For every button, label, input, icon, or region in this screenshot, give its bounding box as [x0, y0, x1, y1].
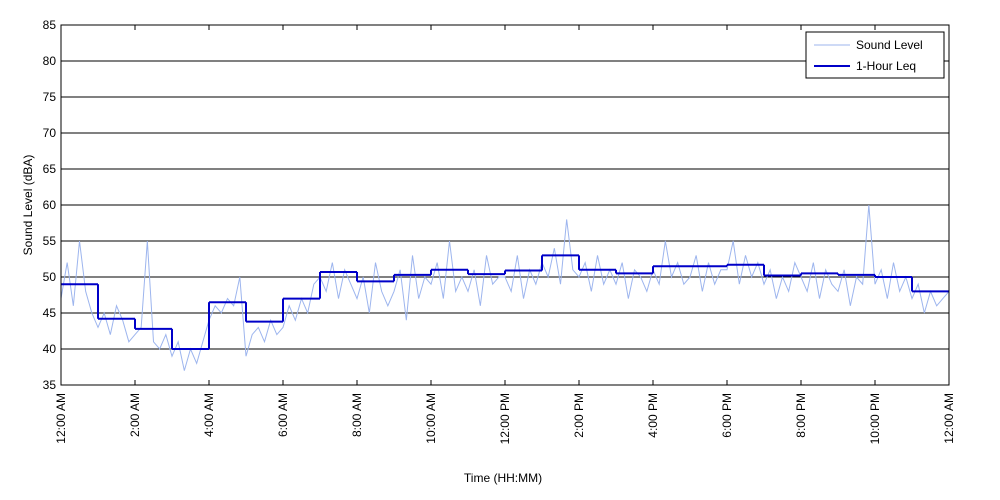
x-axis-label: Time (HH:MM): [464, 471, 542, 485]
x-tick-label: 12:00 AM: [54, 393, 68, 444]
x-tick-label: 2:00 PM: [572, 393, 586, 438]
x-tick-label: 6:00 PM: [720, 393, 734, 438]
x-tick-label: 8:00 AM: [350, 393, 364, 437]
y-tick-label: 60: [43, 198, 57, 212]
x-tick-label: 12:00 PM: [498, 393, 512, 444]
x-tick-label: 4:00 AM: [202, 393, 216, 437]
legend-label: 1-Hour Leq: [856, 59, 916, 73]
x-tick-label: 2:00 AM: [128, 393, 142, 437]
y-tick-label: 65: [43, 162, 57, 176]
y-tick-label: 75: [43, 90, 57, 104]
x-tick-label: 4:00 PM: [646, 393, 660, 438]
y-axis-label: Sound Level (dBA): [21, 155, 35, 256]
legend-box: [805, 31, 945, 79]
plot-frame: [60, 24, 950, 386]
y-tick-label: 45: [43, 306, 57, 320]
y-tick-label: 55: [43, 234, 57, 248]
x-tick-label: 8:00 PM: [794, 393, 808, 438]
x-tick-label: 12:00 AM: [942, 393, 956, 444]
x-tick-label: 10:00 AM: [424, 393, 438, 444]
y-tick-label: 70: [43, 126, 57, 140]
legend-label: Sound Level: [856, 38, 923, 52]
y-tick-label: 35: [43, 378, 57, 392]
y-tick-label: 50: [43, 270, 57, 284]
y-tick-label: 40: [43, 342, 57, 356]
y-tick-label: 85: [43, 18, 57, 32]
x-tick-label: 6:00 AM: [276, 393, 290, 437]
x-tick-label: 10:00 PM: [868, 393, 882, 444]
y-tick-label: 80: [43, 54, 57, 68]
